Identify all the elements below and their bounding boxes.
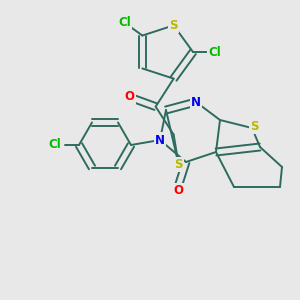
Text: Cl: Cl [118, 16, 131, 29]
Text: N: N [191, 95, 201, 109]
Text: O: O [125, 90, 135, 103]
Text: Cl: Cl [49, 139, 62, 152]
Text: S: S [250, 119, 258, 133]
Text: S: S [174, 158, 183, 171]
Text: O: O [173, 184, 183, 197]
Text: S: S [169, 19, 178, 32]
Text: Cl: Cl [208, 46, 221, 59]
Text: N: N [155, 134, 165, 146]
